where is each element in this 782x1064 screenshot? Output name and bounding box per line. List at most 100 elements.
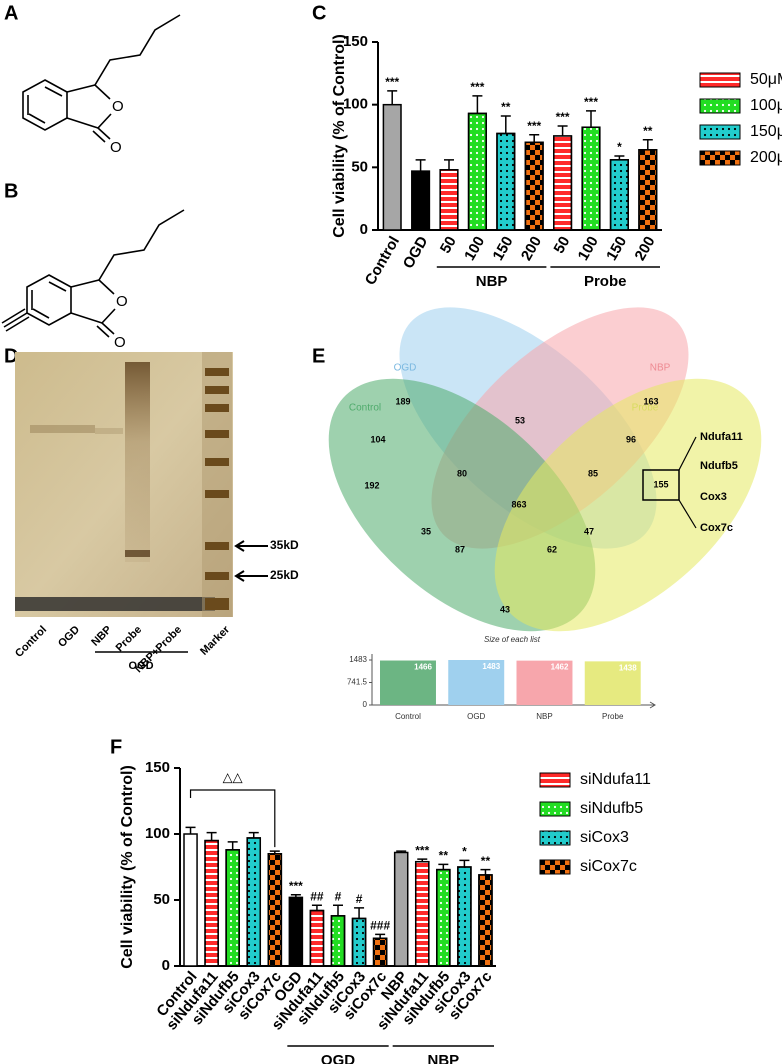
error-bar (614, 155, 625, 160)
significance-bracket (189, 789, 276, 848)
error-bar (290, 893, 301, 898)
region-count: 192 (364, 480, 379, 490)
bar-pattern (439, 169, 459, 231)
legend-swatch-pattern (539, 830, 571, 846)
y-tick-label: 100 (343, 96, 368, 113)
legend-label: 50μM (750, 71, 782, 88)
region-count: 189 (395, 396, 410, 406)
region-count: 87 (455, 544, 465, 554)
value-label: 1466 (414, 663, 432, 672)
panel-label: D (4, 345, 18, 367)
bar-pattern (581, 126, 601, 231)
structure-b: O O (1, 209, 185, 351)
lane-label: NBP (89, 624, 114, 649)
y-axis-title: Cell viability (% of Control) (119, 765, 136, 969)
connector (678, 436, 697, 471)
region-count: 104 (370, 434, 385, 444)
panel-label: B (4, 180, 18, 202)
region-count: 43 (500, 604, 510, 614)
chart-title: Size of each list (484, 635, 541, 644)
gene-label: Ndufb5 (700, 460, 738, 472)
bar (380, 660, 436, 705)
significance-label: # (335, 889, 342, 903)
region-count: 62 (547, 544, 557, 554)
marker-arrow (234, 540, 268, 552)
bar-pattern (246, 837, 262, 967)
structure-a: O O (22, 14, 181, 156)
error-bar (206, 831, 217, 841)
panel-label: F (110, 736, 122, 758)
x-tick-label: 50 (550, 233, 573, 256)
significance-label: ## (310, 889, 324, 903)
legend-swatch-pattern (699, 72, 741, 88)
error-bar (185, 826, 196, 834)
significance-label: *** (385, 75, 399, 89)
significance-label: *** (527, 119, 541, 133)
bar-pattern (372, 937, 388, 967)
x-tick-label: 100 (575, 233, 602, 263)
bracket-label: △△ (223, 769, 243, 784)
bar (288, 896, 304, 967)
bar-pattern (478, 874, 493, 967)
bar-pattern (638, 149, 658, 231)
panel-label: A (4, 2, 18, 24)
group-label: Probe (584, 273, 627, 290)
significance-label: * (462, 845, 467, 859)
legend-label: 200μM (750, 149, 782, 166)
bar-pattern (267, 853, 283, 967)
significance-label: ** (481, 854, 491, 868)
region-count: 53 (515, 415, 525, 425)
error-bar (333, 904, 343, 916)
atom-label: O (114, 334, 126, 351)
error-bar (459, 859, 470, 867)
legend-swatch-pattern (539, 801, 571, 817)
error-bar (387, 90, 398, 105)
region-count: 863 (511, 499, 526, 509)
error-bar (248, 831, 259, 838)
lane-label: OGD (56, 624, 82, 650)
bar-pattern (351, 917, 367, 967)
significance-label: *** (415, 843, 429, 857)
error-bar (417, 858, 428, 862)
error-bar (586, 110, 596, 128)
marker-arrow (234, 570, 268, 582)
set-label: NBP (650, 363, 671, 374)
y-tick-label: 0 (360, 221, 368, 238)
bar-pattern (204, 839, 219, 967)
bar-pattern (467, 112, 487, 231)
y-tick-label: 741.5 (347, 678, 368, 687)
atom-label: O (110, 139, 122, 156)
bar (448, 660, 505, 705)
y-tick-label: 0 (363, 700, 368, 709)
region-count: 96 (626, 434, 636, 444)
bar-pattern (609, 159, 629, 231)
lane-label: Probe (114, 624, 145, 655)
region-count: 85 (588, 468, 598, 478)
lane-label: Marker (198, 623, 233, 658)
atom-label: O (116, 293, 128, 310)
legend-swatch-pattern (539, 859, 571, 875)
error-bar (444, 159, 454, 170)
atom-label: O (112, 98, 124, 115)
error-bar (415, 159, 426, 172)
significance-label: *** (289, 879, 303, 893)
gel-image (15, 352, 233, 617)
x-tick-label: 150 (603, 233, 630, 263)
y-tick-label: 50 (351, 158, 368, 175)
y-tick-label: 100 (145, 825, 170, 842)
set-label: Control (349, 403, 381, 414)
significance-label: ### (370, 918, 390, 932)
legend-swatch-pattern (699, 98, 741, 114)
significance-label: * (617, 140, 622, 154)
group-label: NBP (476, 273, 508, 290)
legend-label: 100μM (750, 97, 782, 114)
bar-pattern (414, 860, 430, 967)
significance-label: *** (584, 95, 598, 109)
bar-pattern (436, 868, 451, 967)
region-count: 155 (653, 479, 668, 489)
error-bar (480, 868, 491, 875)
gene-label: Cox7c (700, 522, 733, 534)
set-label: Probe (632, 403, 659, 414)
significance-label: ** (643, 124, 653, 138)
